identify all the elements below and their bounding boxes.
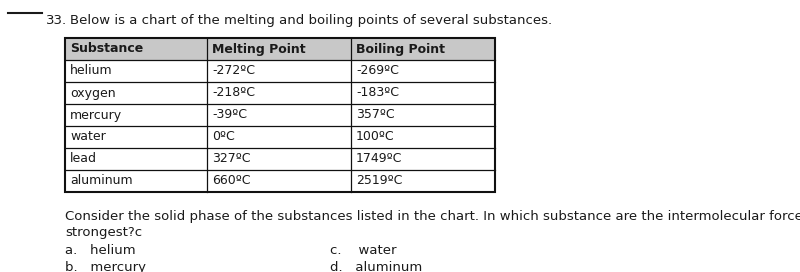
Text: aluminum: aluminum (70, 175, 133, 187)
Bar (65, 38, 495, 60)
Text: -39ºC: -39ºC (212, 109, 247, 122)
Text: lead: lead (70, 153, 97, 165)
Bar (65, 38, 495, 192)
Text: Melting Point: Melting Point (212, 42, 306, 55)
Text: 357ºC: 357ºC (356, 109, 394, 122)
Text: 327ºC: 327ºC (212, 153, 250, 165)
Text: 0ºC: 0ºC (212, 131, 234, 144)
Text: c.    water: c. water (330, 244, 397, 257)
Text: 100ºC: 100ºC (356, 131, 394, 144)
Text: water: water (70, 131, 106, 144)
Text: 2519ºC: 2519ºC (356, 175, 402, 187)
Bar (65, 170, 495, 192)
Text: 33.: 33. (46, 14, 67, 27)
Text: mercury: mercury (70, 109, 122, 122)
Text: strongest?c: strongest?c (65, 226, 142, 239)
Bar (65, 82, 495, 104)
Text: b.   mercury: b. mercury (65, 261, 146, 272)
Bar (65, 148, 495, 170)
Text: 660ºC: 660ºC (212, 175, 250, 187)
Text: helium: helium (70, 64, 113, 78)
Text: Consider the solid phase of the substances listed in the chart. In which substan: Consider the solid phase of the substanc… (65, 210, 800, 223)
Bar (65, 126, 495, 148)
Text: oxygen: oxygen (70, 86, 116, 100)
Text: 1749ºC: 1749ºC (356, 153, 402, 165)
Text: Below is a chart of the melting and boiling points of several substances.: Below is a chart of the melting and boil… (70, 14, 552, 27)
Text: -218ºC: -218ºC (212, 86, 255, 100)
Text: -269ºC: -269ºC (356, 64, 399, 78)
Text: a.   helium: a. helium (65, 244, 136, 257)
Text: -272ºC: -272ºC (212, 64, 255, 78)
Text: Boiling Point: Boiling Point (356, 42, 445, 55)
Text: Substance: Substance (70, 42, 143, 55)
Text: -183ºC: -183ºC (356, 86, 399, 100)
Bar (65, 60, 495, 82)
Text: d.   aluminum: d. aluminum (330, 261, 422, 272)
Bar (65, 104, 495, 126)
